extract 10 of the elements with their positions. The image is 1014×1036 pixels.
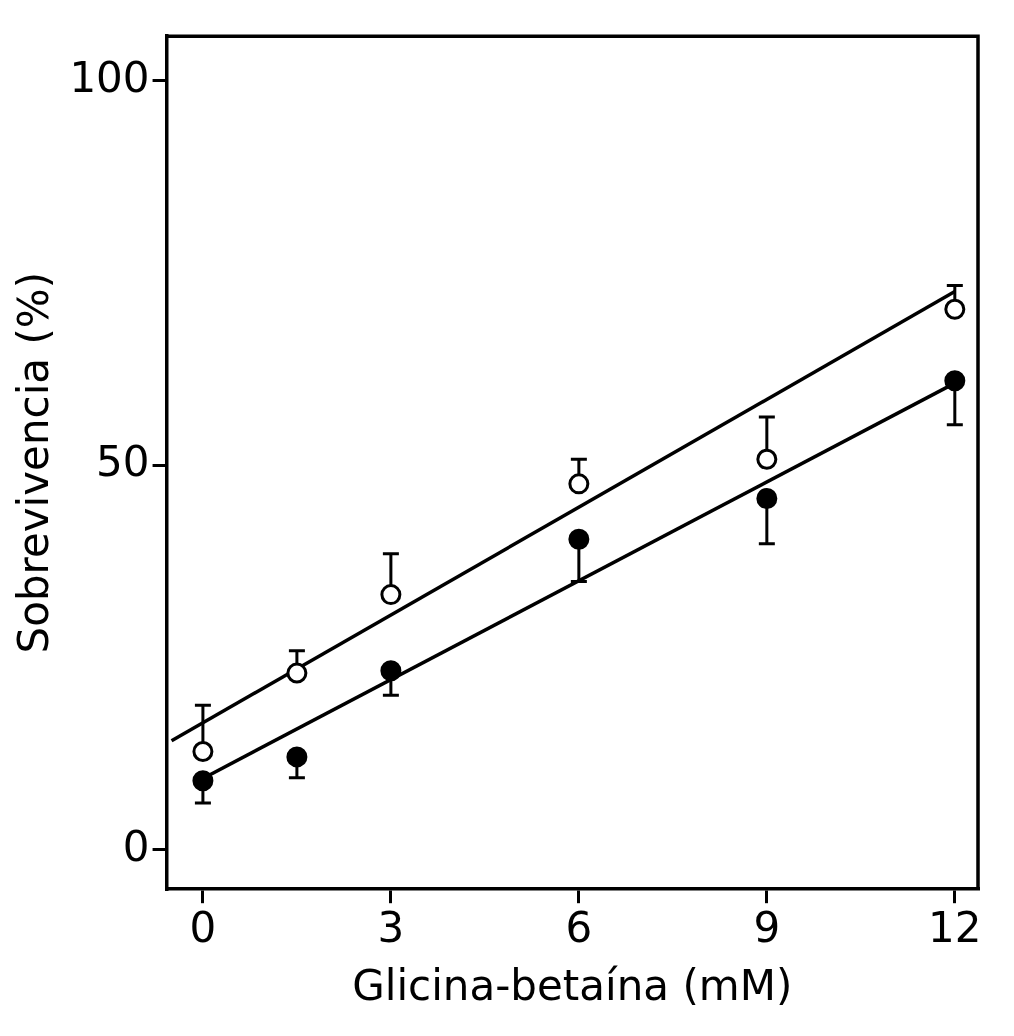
x-tick-label: 6 <box>565 903 593 953</box>
x-axis-title: Glicina-betaína (mM) <box>352 960 793 1010</box>
y-tick-label: 100 <box>69 52 150 102</box>
y-tick-label: 50 <box>96 437 150 487</box>
y-tick-label: 0 <box>122 821 150 871</box>
y-axis-title: Sobrevivencia (%) <box>9 271 59 654</box>
x-tick-label: 0 <box>189 903 217 953</box>
x-tick-label: 9 <box>753 903 781 953</box>
x-tick-label: 3 <box>377 903 405 953</box>
x-tick-label: 12 <box>928 903 982 953</box>
